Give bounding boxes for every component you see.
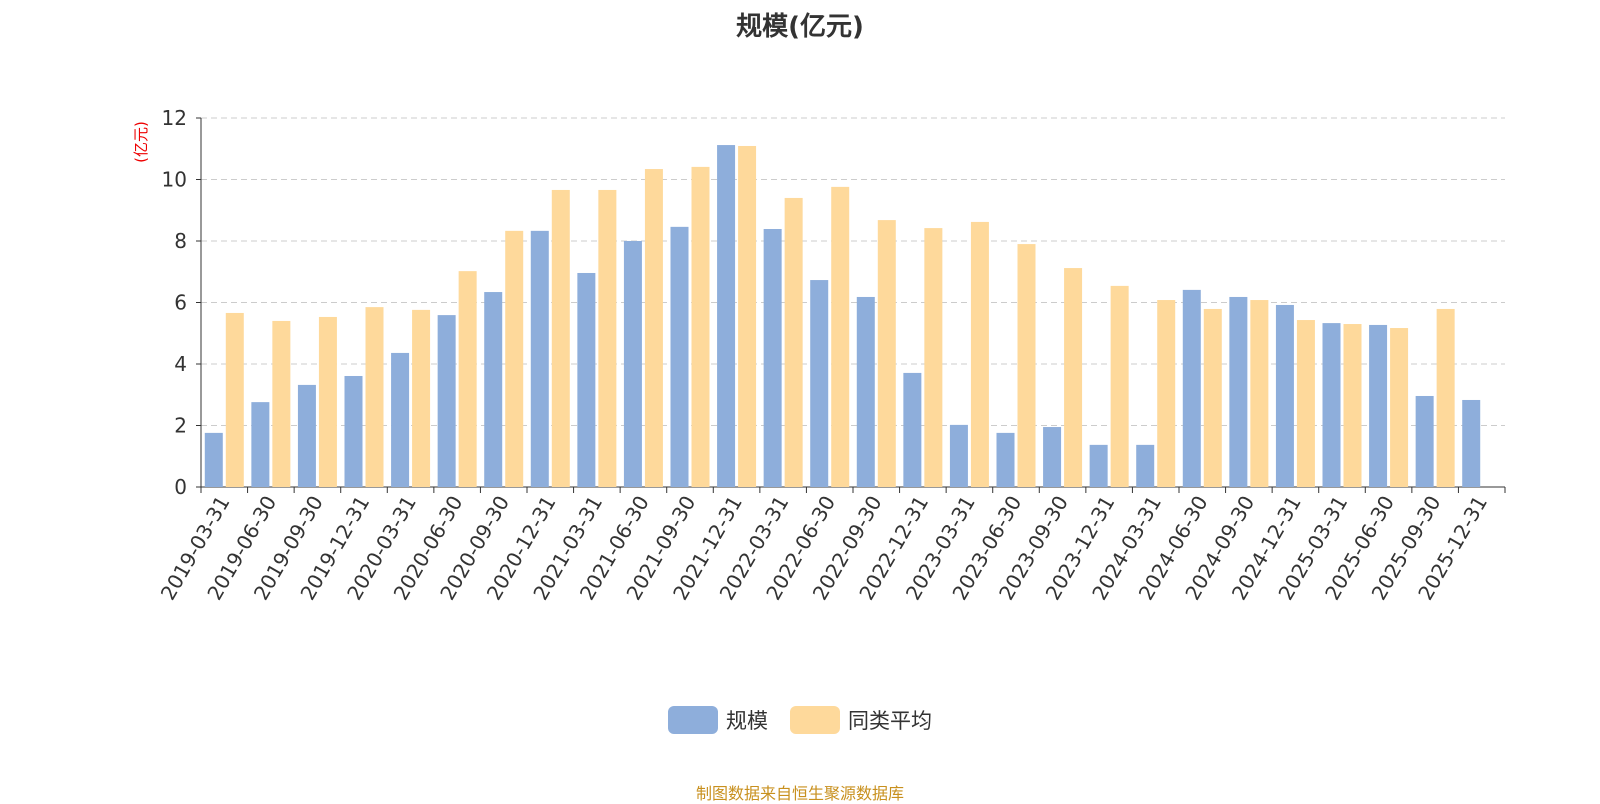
bar-scale bbox=[717, 145, 736, 487]
bar-scale bbox=[1182, 289, 1201, 487]
bar-peer-average bbox=[1064, 268, 1083, 487]
bar-peer-average bbox=[831, 186, 850, 487]
bar-scale bbox=[996, 432, 1015, 487]
bar-scale bbox=[1369, 324, 1388, 487]
bar-scale bbox=[344, 375, 363, 487]
bar-scale bbox=[1275, 304, 1294, 487]
bar-peer-average bbox=[505, 230, 524, 488]
bar-scale bbox=[903, 372, 922, 487]
y-tick-label: 4 bbox=[174, 352, 187, 376]
bar-scale bbox=[1229, 296, 1248, 487]
bar-peer-average bbox=[598, 189, 617, 487]
legend-item-scale[interactable]: 规模 bbox=[668, 705, 768, 735]
bar-chart: 024681012(亿元)2019-03-312019-06-302019-09… bbox=[132, 106, 1506, 604]
bar-peer-average bbox=[924, 228, 943, 487]
bar-peer-average bbox=[877, 220, 896, 487]
bar-scale bbox=[949, 424, 968, 487]
bar-scale bbox=[577, 272, 596, 487]
bar-peer-average bbox=[318, 316, 337, 487]
bar-peer-average bbox=[1343, 324, 1362, 487]
y-axis-label: (亿元) bbox=[132, 121, 150, 163]
bar-peer-average bbox=[1250, 300, 1269, 487]
bar-scale bbox=[530, 230, 549, 488]
bar-peer-average bbox=[365, 307, 384, 487]
bar-peer-average bbox=[1296, 320, 1315, 487]
bar-scale bbox=[204, 432, 223, 487]
bar-peer-average bbox=[412, 309, 431, 487]
legend: 规模 同类平均 bbox=[0, 705, 1600, 735]
bar-scale bbox=[1043, 427, 1062, 487]
bar-peer-average bbox=[272, 320, 291, 487]
bar-scale bbox=[1089, 444, 1108, 487]
bar-peer-average bbox=[1017, 244, 1036, 487]
legend-swatch-peer-average bbox=[790, 706, 840, 734]
chart-title: 规模(亿元) bbox=[736, 12, 864, 42]
bar-peer-average bbox=[691, 166, 710, 487]
bar-peer-average bbox=[458, 271, 477, 487]
bar-scale bbox=[1322, 323, 1341, 487]
bar-peer-average bbox=[225, 312, 244, 487]
bar-scale bbox=[1462, 399, 1481, 487]
bar-scale bbox=[810, 280, 829, 487]
legend-label: 同类平均 bbox=[848, 709, 932, 733]
y-tick-label: 0 bbox=[174, 475, 187, 499]
bar-scale bbox=[623, 241, 642, 487]
bar-peer-average bbox=[1203, 308, 1222, 487]
bar-peer-average bbox=[784, 197, 803, 487]
y-tick-label: 10 bbox=[162, 168, 187, 192]
bar-scale bbox=[670, 226, 689, 488]
legend-item-peer-average[interactable]: 同类平均 bbox=[790, 705, 932, 735]
bar-scale bbox=[763, 229, 782, 487]
bar-peer-average bbox=[970, 221, 989, 487]
bar-scale bbox=[391, 352, 410, 487]
bar-scale bbox=[484, 292, 503, 487]
y-tick-label: 6 bbox=[174, 291, 187, 315]
bar-scale bbox=[251, 402, 270, 487]
y-tick-label: 8 bbox=[174, 229, 187, 253]
bar-peer-average bbox=[1110, 285, 1129, 487]
bar-peer-average bbox=[1436, 308, 1455, 487]
y-tick-label: 12 bbox=[162, 106, 187, 130]
bar-peer-average bbox=[644, 169, 663, 488]
source-footer: 制图数据来自恒生聚源数据库 bbox=[695, 784, 904, 803]
bar-peer-average bbox=[738, 145, 757, 488]
bar-scale bbox=[1415, 395, 1434, 487]
bar-scale bbox=[856, 296, 875, 487]
bar-peer-average bbox=[551, 189, 570, 487]
legend-label: 规模 bbox=[726, 709, 768, 733]
legend-swatch-scale bbox=[668, 706, 718, 734]
bar-peer-average bbox=[1157, 300, 1176, 487]
bar-scale bbox=[1136, 444, 1155, 487]
bar-scale bbox=[297, 384, 316, 487]
bar-scale bbox=[437, 315, 456, 487]
y-tick-label: 2 bbox=[174, 414, 187, 438]
bar-peer-average bbox=[1390, 328, 1409, 487]
